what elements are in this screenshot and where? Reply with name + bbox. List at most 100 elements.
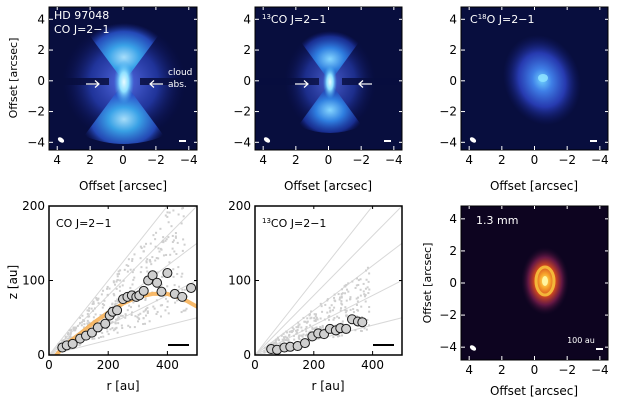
pixel-point (121, 314, 124, 317)
pixel-point (133, 253, 136, 256)
pixel-point (344, 306, 347, 309)
pixel-point (281, 338, 284, 341)
pixel-point (170, 225, 173, 228)
pixel-point (131, 259, 134, 262)
pixel-point (121, 327, 124, 330)
pixel-point (164, 309, 167, 312)
pixel-point (295, 329, 298, 332)
pixel-point (347, 290, 350, 293)
co-height-label: CO J=2−1 (56, 217, 112, 230)
pixel-point (344, 308, 347, 311)
pixel-point (288, 330, 291, 333)
pixel-point (83, 323, 86, 326)
co-height-plot-area (49, 192, 197, 355)
pixel-point (108, 319, 111, 322)
pixel-point (355, 277, 358, 280)
pixel-point (180, 275, 183, 278)
pixel-point (340, 293, 343, 296)
pixel-point (100, 293, 103, 296)
pixel-point (338, 316, 341, 319)
pixel-point (284, 339, 287, 342)
pixel-point (129, 286, 132, 289)
pixel-point (302, 333, 305, 336)
pixel-point (300, 334, 303, 337)
pixel-point (185, 307, 188, 310)
pixel-point (127, 258, 130, 261)
pixel-point (167, 236, 170, 239)
pixel-point (113, 294, 116, 297)
pixel-point (366, 318, 369, 321)
x-tick-label: 4 (53, 153, 61, 167)
pixel-point (79, 316, 82, 319)
c18o-map-label-sup: 18 (478, 13, 487, 21)
pixel-point (351, 280, 354, 283)
pixel-point (70, 328, 73, 331)
pixel-point (165, 238, 168, 241)
pixel-point (345, 283, 348, 286)
y-tick-label: 4 (449, 12, 457, 26)
pixel-point (173, 250, 176, 253)
pixel-point (162, 254, 165, 257)
pixel-point (176, 272, 179, 275)
pixel-point (148, 259, 151, 262)
pixel-point (344, 285, 347, 288)
pixel-point (145, 242, 148, 245)
pixel-point (166, 300, 169, 303)
pixel-point (278, 343, 281, 346)
pixel-point (273, 344, 276, 347)
pixel-point (156, 310, 159, 313)
pixel-point (87, 309, 90, 312)
pixel-point (162, 241, 165, 244)
pixel-point (154, 245, 157, 248)
pixel-point (282, 339, 285, 342)
pixel-point (367, 280, 370, 283)
pixel-point (149, 260, 152, 263)
pixel-point (131, 271, 134, 274)
pixel-point (161, 239, 164, 242)
pixel-point (368, 272, 371, 275)
pixel-point (151, 256, 154, 259)
pixel-point (165, 253, 168, 256)
y-tick-label: 4 (243, 12, 251, 26)
pixel-point (169, 253, 172, 256)
continuum-xlabel: Offset [arcsec] (490, 384, 578, 398)
panel-c18o-map: C18O J=2−1 (460, 6, 609, 151)
pixel-point (111, 327, 114, 330)
pixel-point (344, 292, 347, 295)
pixel-point (314, 320, 317, 323)
pixel-point (126, 270, 129, 273)
pixel-point (76, 324, 79, 327)
co-map-absorption-left (49, 78, 109, 85)
pixel-point (109, 328, 112, 331)
pixel-point (270, 342, 273, 345)
pixel-point (315, 316, 318, 319)
pixel-point (363, 293, 366, 296)
13co-map-xlabel: Offset [arcsec] (284, 179, 372, 193)
co-height-ylabel: z [au] (6, 265, 20, 299)
pixel-point (303, 320, 306, 323)
pixel-point (333, 299, 336, 302)
x-tick-label: −4 (180, 153, 198, 167)
pixel-point (145, 314, 148, 317)
pixel-point (366, 266, 369, 269)
pixel-point (114, 302, 117, 305)
pixel-point (148, 320, 151, 323)
pixel-point (108, 287, 111, 290)
pixel-point (309, 324, 312, 327)
pixel-point (106, 285, 109, 288)
pixel-point (102, 289, 105, 292)
pixel-point (184, 192, 186, 194)
pixel-point (284, 335, 287, 338)
pixel-point (155, 299, 158, 302)
13co-height-plot-area (255, 206, 402, 355)
pixel-point (82, 326, 85, 329)
pixel-point (313, 319, 316, 322)
pixel-point (119, 279, 122, 282)
pixel-point (160, 283, 163, 286)
pixel-point (349, 296, 352, 299)
continuum-beam (469, 345, 477, 351)
c18o-map-xlabel: Offset [arcsec] (490, 179, 578, 193)
pixel-point (144, 322, 147, 325)
pixel-point (130, 306, 133, 309)
x-tick-label: 0 (45, 358, 53, 372)
